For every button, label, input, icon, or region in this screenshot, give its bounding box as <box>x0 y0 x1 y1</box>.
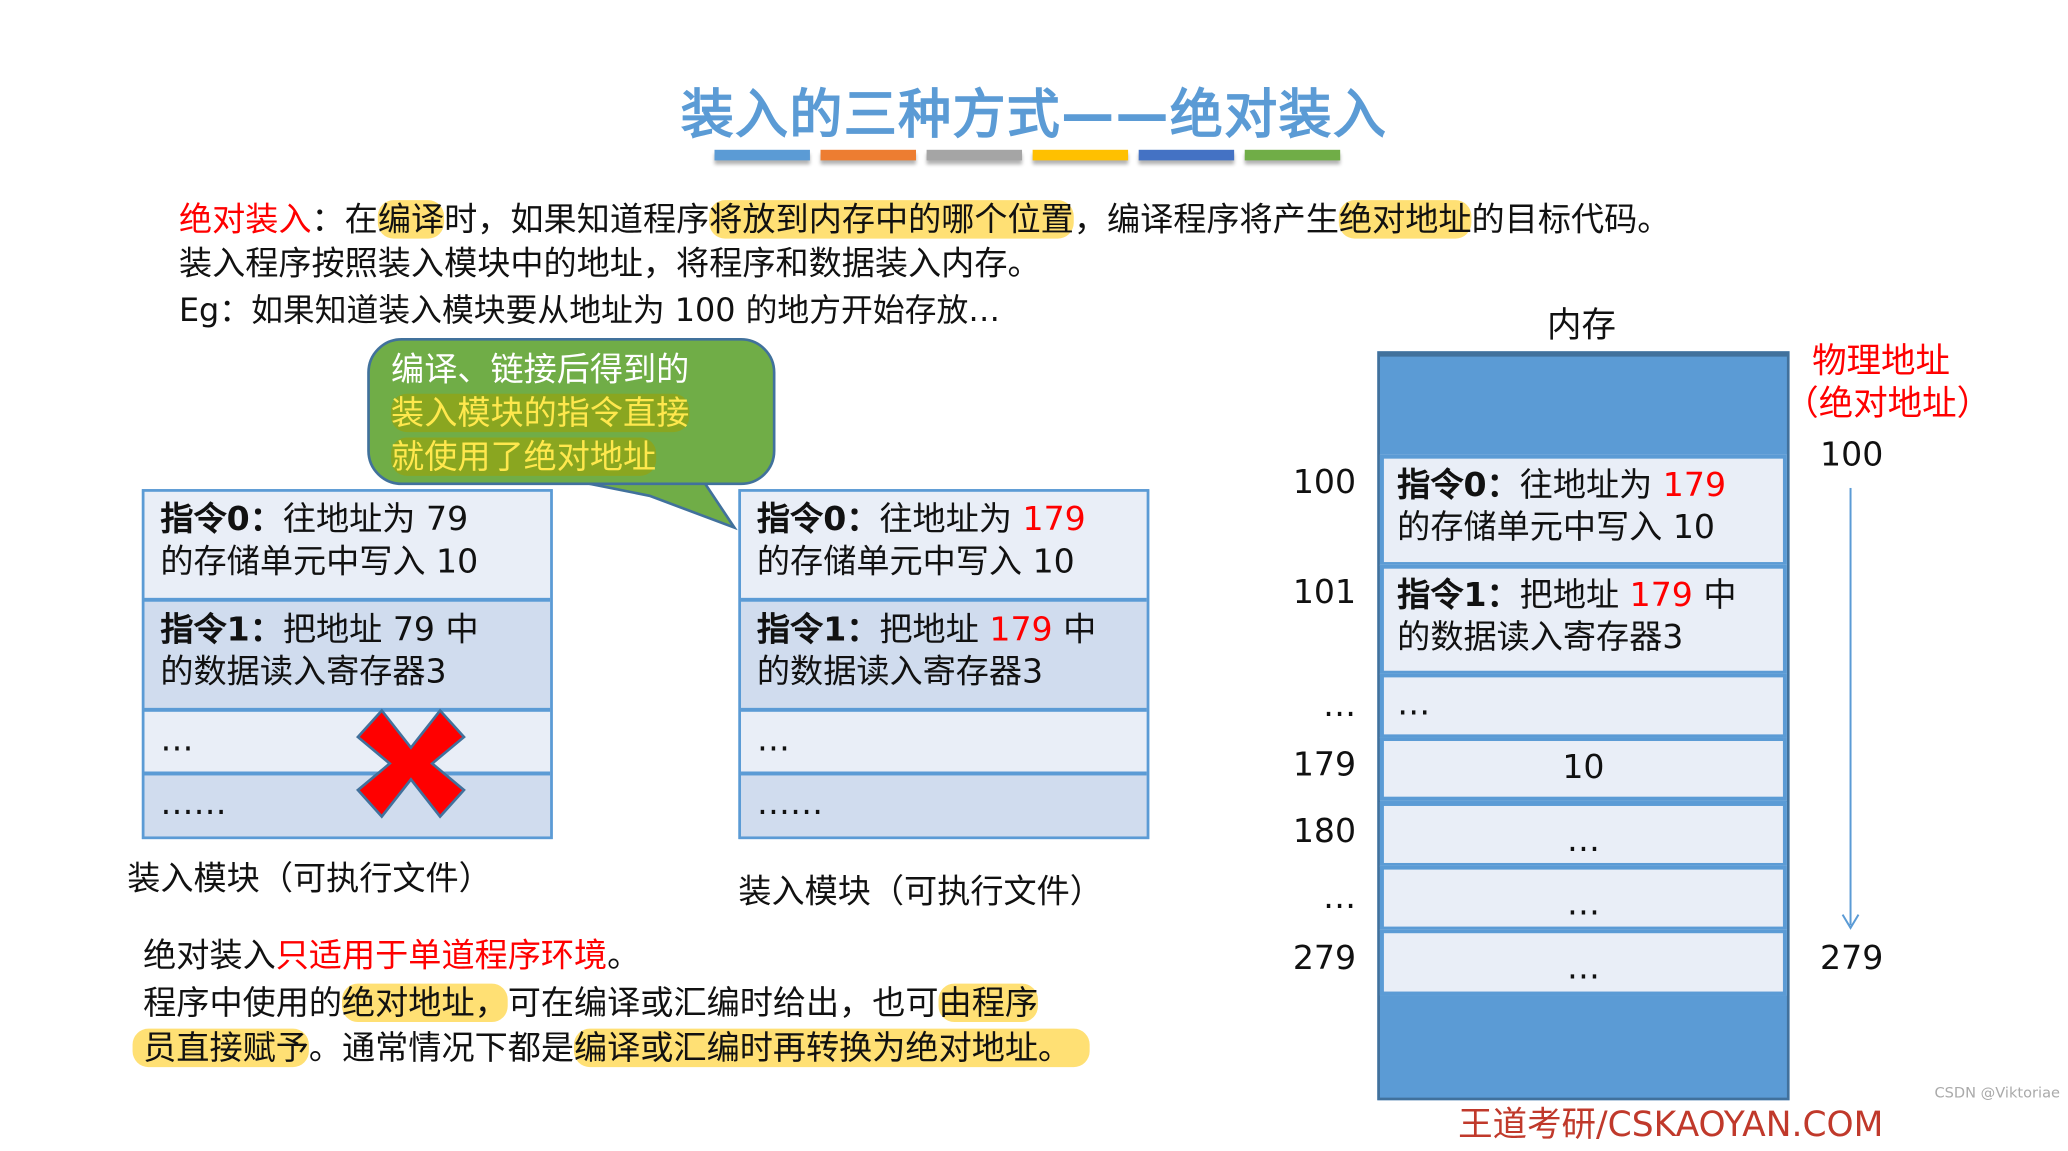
absolute-address-label: （绝对地址） <box>1784 384 1992 425</box>
text: 的目标代码。 <box>1471 200 1671 239</box>
address-label: 279 <box>1292 938 1357 977</box>
text: 时，如果知道程序 <box>444 200 710 239</box>
address-value: 179 <box>1022 499 1086 539</box>
instr-text: 中 <box>1692 575 1737 614</box>
color-bar <box>1032 149 1129 161</box>
module-row: 指令0：往地址为 179 的存储单元中写入 10 <box>741 491 1147 602</box>
callout-line: 就使用了绝对地址 <box>391 437 657 476</box>
watermark: CSDN @Viktoriae <box>1934 1084 2060 1102</box>
text: 可在编译或汇编时给出，也可 <box>507 983 939 1023</box>
module-row: 指令0：往地址为 79 的存储单元中写入 10 <box>144 491 551 602</box>
address-label: … <box>1322 685 1357 724</box>
highlight-text: 由程序 <box>938 983 1039 1023</box>
color-bar <box>926 149 1023 161</box>
text: ，编译程序将产生 <box>1073 200 1339 239</box>
left-module-caption: 装入模块（可执行文件） <box>127 858 492 898</box>
bottom-line-3: 员直接赋予。通常情况下都是编译或汇编时再转换为绝对地址。 <box>132 1028 1090 1069</box>
right-load-module: 指令0：往地址为 179 的存储单元中写入 10 指令1：把地址 179 中 的… <box>738 489 1150 840</box>
text: ：在 <box>311 200 378 239</box>
term-text: 绝对装入 <box>178 200 312 239</box>
range-start: 100 <box>1820 434 1884 474</box>
instr-text: 往地址为 79 <box>282 499 469 539</box>
instr-label: 指令0： <box>1397 465 1520 504</box>
physical-address-label: 物理地址 <box>1812 342 1950 382</box>
text: 绝对装入 <box>143 935 276 975</box>
instr-text: 把地址 <box>879 609 990 649</box>
color-bar <box>1244 149 1341 161</box>
module-row: 指令1：把地址 179 中 的数据读入寄存器3 <box>741 601 1147 712</box>
memory-cell: … <box>1379 929 1787 996</box>
instr-text: 把地址 <box>1519 575 1630 614</box>
color-bars <box>714 149 1341 161</box>
address-value: 179 <box>989 609 1053 649</box>
instr-label: 指令1： <box>160 609 283 649</box>
memory-title: 内存 <box>1546 306 1616 346</box>
range-end: 279 <box>1820 938 1884 977</box>
instr-label: 指令0： <box>160 499 283 539</box>
instr-text: 往地址为 <box>1519 465 1663 504</box>
instr-text: 的数据读入寄存器3 <box>160 652 447 691</box>
bottom-line-2: 程序中使用的绝对地址，可在编译或汇编时给出，也可由程序 <box>143 983 1039 1024</box>
address-value: 179 <box>1662 465 1727 504</box>
address-label: 179 <box>1292 744 1357 784</box>
highlight-text: 员直接赋予 <box>132 1028 309 1068</box>
color-bar <box>820 149 916 161</box>
intro-line-3: Eg：如果知道装入模块要从地址为 100 的地方开始存放… <box>178 291 1001 329</box>
instr-text: 的数据读入寄存器3 <box>1397 617 1684 657</box>
instr-text: 的存储单元中写入 10 <box>160 542 479 581</box>
module-row: … <box>144 711 551 776</box>
emphasis-text: 只适用于单道程序环境 <box>275 935 608 975</box>
module-row: …… <box>144 775 551 837</box>
text: 。通常情况下都是 <box>308 1028 575 1068</box>
address-label: … <box>1322 877 1357 916</box>
text: 。 <box>607 935 641 975</box>
instr-text: 往地址为 <box>879 499 1023 539</box>
module-row: 指令1：把地址 79 中 的数据读入寄存器3 <box>144 601 551 712</box>
instr-text: 把地址 79 中 <box>282 609 479 649</box>
text: 程序中使用的 <box>143 983 343 1023</box>
red-x-icon <box>356 708 466 819</box>
slide-title: 装入的三种方式——绝对装入 <box>680 84 1388 146</box>
module-row: … <box>741 711 1147 776</box>
memory-cell: 指令0：往地址为 179 的存储单元中写入 10 <box>1379 454 1787 567</box>
color-bar <box>714 149 810 161</box>
memory-cell: … <box>1379 865 1787 931</box>
address-label: 100 <box>1292 462 1357 502</box>
instr-label: 指令0： <box>756 499 880 539</box>
callout-bubble: 编译、链接后得到的 装入模块的指令直接 就使用了绝对地址 <box>367 338 776 486</box>
footer-brand: 王道考研/CSKAOYAN.COM <box>1458 1105 1884 1146</box>
address-label: 101 <box>1292 572 1357 612</box>
memory-cell: … <box>1379 801 1787 867</box>
instr-text: 中 <box>1052 609 1097 649</box>
intro-line-2: 装入程序按照装入模块中的地址，将程序和数据装入内存。 <box>178 243 1041 283</box>
module-row: …… <box>741 775 1147 837</box>
highlight-text: 将放到内存中的哪个位置 <box>709 200 1074 239</box>
callout-line: 编译、链接后得到的 <box>391 349 690 389</box>
highlight-text: 绝对地址， <box>342 983 508 1023</box>
highlight-text: 绝对地址 <box>1338 200 1472 239</box>
address-value: 179 <box>1629 575 1693 614</box>
color-bar <box>1138 149 1235 161</box>
instr-text: 的数据读入寄存器3 <box>756 652 1044 691</box>
address-label: 180 <box>1292 811 1357 850</box>
right-module-caption: 装入模块（可执行文件） <box>738 872 1103 911</box>
instr-label: 指令1： <box>756 609 880 649</box>
highlight-text: 编译或汇编时再转换为绝对地址。 <box>574 1028 1090 1068</box>
memory-cell: 指令1：把地址 179 中 的数据读入寄存器3 <box>1379 564 1787 675</box>
down-arrow-icon <box>1841 487 1860 930</box>
instr-label: 指令1： <box>1397 575 1520 614</box>
highlight-text: 编译 <box>377 200 445 239</box>
memory-cell: … <box>1379 673 1787 739</box>
memory-block: 指令0：往地址为 179 的存储单元中写入 10 指令1：把地址 179 中 的… <box>1377 351 1790 1101</box>
left-load-module: 指令0：往地址为 79 的存储单元中写入 10 指令1：把地址 79 中 的数据… <box>141 489 553 840</box>
instr-text: 的存储单元中写入 10 <box>756 542 1075 581</box>
intro-line-1: 绝对装入：在编译时，如果知道程序将放到内存中的哪个位置，编译程序将产生绝对地址的… <box>179 200 1670 240</box>
instr-text: 的存储单元中写入 10 <box>1397 507 1716 547</box>
bottom-line-1: 绝对装入只适用于单道程序环境。 <box>143 936 640 976</box>
callout-tail <box>570 479 738 531</box>
callout-line: 装入模块的指令直接 <box>391 393 690 433</box>
memory-cell: 10 <box>1379 737 1787 801</box>
